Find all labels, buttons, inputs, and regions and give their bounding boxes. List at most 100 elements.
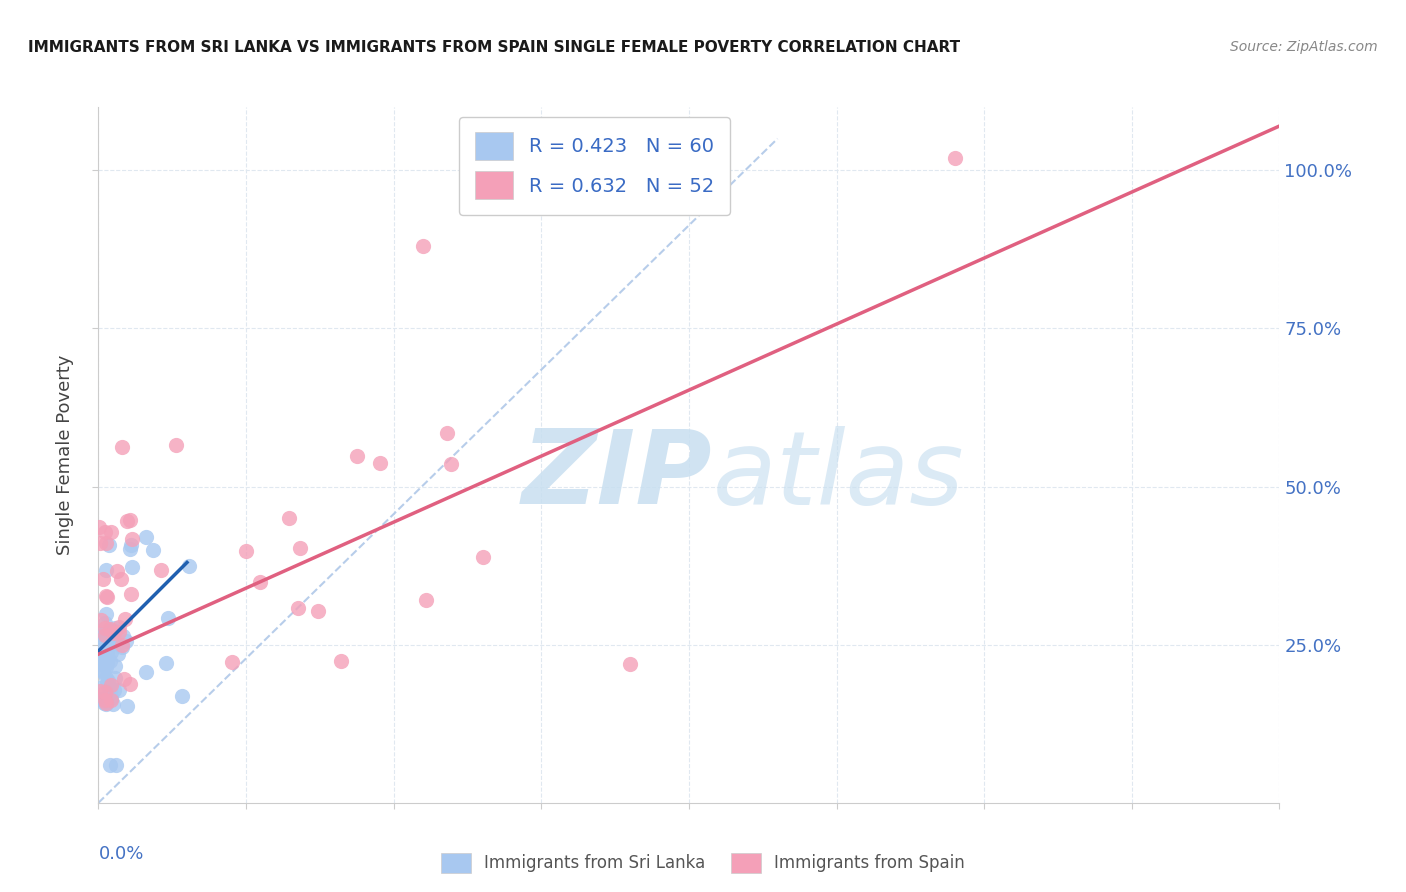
Point <box>94 697 117 711</box>
Point <box>249 574 271 589</box>
Point <box>98 757 121 772</box>
Point <box>104 621 127 635</box>
Point <box>370 456 392 470</box>
Point <box>111 638 134 652</box>
Point <box>114 612 136 626</box>
Point <box>100 678 122 692</box>
Point <box>97 687 120 701</box>
Point <box>142 543 165 558</box>
Point <box>221 655 243 669</box>
Point <box>277 510 299 524</box>
Point <box>89 684 111 698</box>
Point <box>101 629 124 643</box>
Point <box>121 532 143 546</box>
Point <box>104 624 127 638</box>
Point <box>120 538 142 552</box>
Point <box>165 438 187 452</box>
Point <box>235 544 257 558</box>
Point <box>89 691 111 706</box>
Text: 0.0%: 0.0% <box>98 845 143 863</box>
Point <box>150 563 173 577</box>
Point <box>135 530 157 544</box>
Legend: Immigrants from Sri Lanka, Immigrants from Spain: Immigrants from Sri Lanka, Immigrants fr… <box>434 847 972 880</box>
Point <box>94 607 117 621</box>
Point <box>94 694 117 708</box>
Point <box>94 697 117 711</box>
Point <box>89 535 111 549</box>
Point <box>330 654 353 668</box>
Legend: R = 0.423   N = 60, R = 0.632   N = 52: R = 0.423 N = 60, R = 0.632 N = 52 <box>458 117 730 215</box>
Point <box>155 657 177 671</box>
Point <box>96 645 118 659</box>
Point <box>111 629 134 643</box>
Point <box>93 615 115 630</box>
Point <box>94 621 117 635</box>
Point <box>93 697 115 711</box>
Point <box>94 589 117 603</box>
Point <box>412 239 434 253</box>
Point <box>98 683 121 698</box>
Point <box>415 593 437 607</box>
Point <box>307 604 329 618</box>
Point <box>105 564 128 578</box>
Point <box>97 673 120 688</box>
Point <box>104 659 127 673</box>
Point <box>89 651 111 665</box>
Point <box>108 683 131 698</box>
Point <box>619 657 641 671</box>
Point <box>111 440 134 454</box>
Point <box>135 665 157 680</box>
Point <box>93 572 115 586</box>
Point <box>98 624 121 638</box>
Point <box>91 663 114 677</box>
Point <box>94 685 117 699</box>
Point <box>100 631 122 645</box>
Point <box>346 449 368 463</box>
Point <box>90 627 112 641</box>
Point <box>89 681 111 696</box>
Point <box>91 632 114 646</box>
Point <box>108 620 131 634</box>
Point <box>943 151 966 165</box>
Point <box>440 457 463 471</box>
Point <box>89 520 111 534</box>
Text: atlas: atlas <box>713 425 965 525</box>
Point <box>97 625 120 640</box>
Point <box>472 550 495 565</box>
Point <box>103 626 125 640</box>
Point <box>100 525 122 540</box>
Point <box>111 640 134 655</box>
Point <box>121 560 143 574</box>
Point <box>100 634 122 648</box>
Point <box>94 671 117 685</box>
Y-axis label: Single Female Poverty: Single Female Poverty <box>56 355 75 555</box>
Point <box>112 672 135 686</box>
Point <box>96 660 118 674</box>
Point <box>115 699 138 714</box>
Point <box>94 536 117 550</box>
Point <box>96 677 118 691</box>
Point <box>110 572 132 586</box>
Point <box>287 600 309 615</box>
Point <box>120 587 142 601</box>
Point <box>170 689 193 703</box>
Point <box>105 757 128 772</box>
Text: ZIP: ZIP <box>522 425 713 526</box>
Point <box>91 655 114 669</box>
Point <box>100 637 122 651</box>
Point <box>100 645 122 659</box>
Text: IMMIGRANTS FROM SRI LANKA VS IMMIGRANTS FROM SPAIN SINGLE FEMALE POVERTY CORRELA: IMMIGRANTS FROM SRI LANKA VS IMMIGRANTS … <box>28 40 960 55</box>
Point <box>94 524 117 539</box>
Point <box>94 693 117 707</box>
Point <box>90 613 112 627</box>
Point <box>97 538 120 552</box>
Point <box>114 634 136 648</box>
Point <box>104 671 127 685</box>
Point <box>91 641 114 656</box>
Point <box>108 624 131 639</box>
Point <box>120 513 142 527</box>
Point <box>98 654 121 668</box>
Point <box>91 665 114 680</box>
Point <box>93 628 115 642</box>
Point <box>91 652 114 666</box>
